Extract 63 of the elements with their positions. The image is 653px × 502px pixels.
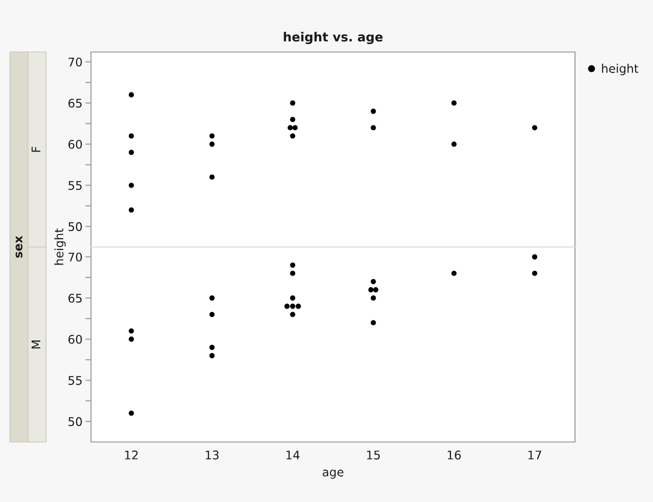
point: [128, 92, 134, 98]
y-tick-label: 65: [68, 294, 82, 303]
point: [370, 108, 376, 114]
x-tick-label: 17: [528, 450, 542, 460]
point: [290, 100, 296, 106]
point: [128, 207, 134, 213]
point: [209, 344, 215, 350]
point: [368, 287, 374, 292]
point: [290, 295, 296, 301]
point: [128, 133, 134, 139]
x-tick-label: 16: [448, 450, 461, 460]
point: [209, 312, 215, 318]
y-axis-title: height: [54, 228, 66, 265]
point: [532, 125, 538, 130]
point: [128, 410, 134, 416]
point: [209, 353, 215, 358]
point: [290, 262, 296, 268]
point: [209, 142, 215, 147]
y-tick-label: 60: [68, 140, 82, 149]
point: [451, 270, 457, 276]
point: [284, 304, 290, 309]
point: [290, 304, 296, 309]
point: [532, 254, 538, 260]
point: [370, 320, 376, 326]
point: [451, 142, 457, 147]
legend-label: height: [602, 64, 638, 76]
chart-title: height vs. age: [284, 32, 383, 44]
y-tick-label: 50: [68, 417, 82, 426]
point: [290, 270, 296, 276]
y-tick-label: 55: [68, 181, 82, 190]
point: [451, 100, 457, 106]
x-axis-title: age: [322, 470, 344, 479]
point: [290, 312, 296, 318]
point: [373, 287, 378, 292]
text: M: [32, 340, 40, 348]
point: [128, 182, 134, 188]
y-tick-label: 65: [68, 98, 82, 108]
y-tick-label: 60: [68, 334, 82, 344]
point: [209, 295, 215, 301]
point: [292, 125, 298, 130]
point: [209, 133, 215, 139]
point: [532, 270, 538, 276]
point: [290, 133, 296, 139]
x-tick-label: 13: [206, 450, 219, 460]
point: [290, 116, 296, 122]
text: F: [32, 146, 40, 152]
y-tick-label: 70: [68, 58, 82, 67]
point: [370, 295, 376, 301]
y-tick-label: 50: [68, 222, 82, 232]
point: [296, 304, 301, 309]
y-tick-label: 55: [68, 376, 82, 385]
y-tick-label: 70: [68, 252, 82, 262]
text: sex: [16, 236, 22, 258]
point: [128, 336, 134, 342]
point: [370, 125, 376, 130]
point: [288, 125, 293, 130]
point: [128, 150, 134, 155]
x-tick-label: 12: [125, 450, 138, 460]
x-tick-label: 14: [286, 450, 300, 460]
x-tick-label: 15: [367, 450, 380, 460]
point: [128, 328, 134, 334]
point: [370, 278, 376, 284]
point: [209, 174, 215, 180]
